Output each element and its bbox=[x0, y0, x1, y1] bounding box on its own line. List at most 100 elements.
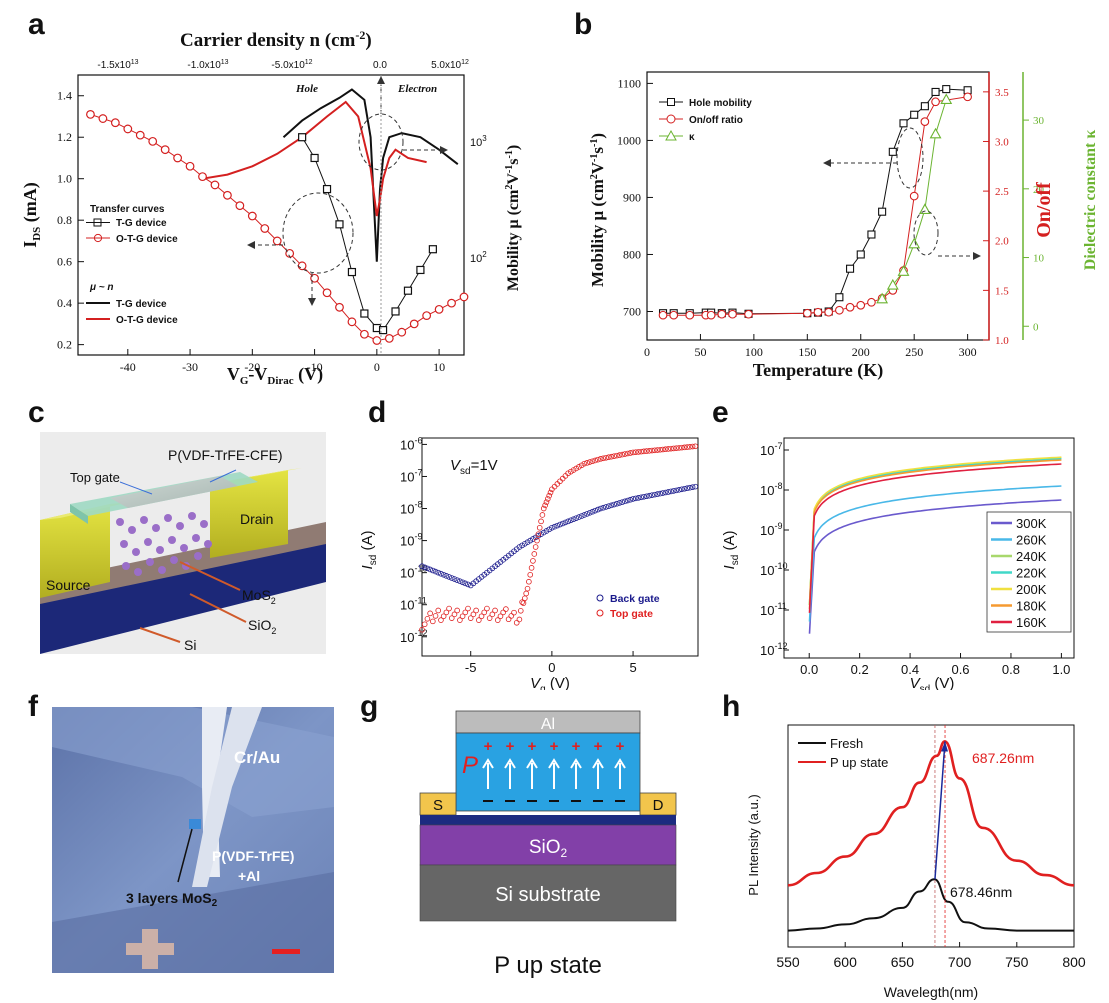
g-dipole-arrowhead bbox=[504, 758, 516, 769]
svg-text:5.0x1012: 5.0x1012 bbox=[431, 59, 469, 71]
panel-label-d: d bbox=[368, 396, 387, 429]
d-data-point bbox=[516, 544, 523, 550]
d-data-point bbox=[473, 607, 479, 614]
b-data-point bbox=[899, 119, 908, 128]
d-data-point bbox=[608, 502, 615, 509]
b-x-tick-label: 50 bbox=[694, 345, 706, 359]
d-data-point bbox=[532, 544, 539, 550]
d-data-point bbox=[511, 609, 517, 616]
g-dipole-arrowhead bbox=[570, 758, 582, 769]
svg-text:Fresh: Fresh bbox=[830, 736, 863, 751]
g-label-sio2: SiO2 bbox=[529, 837, 568, 860]
d-data-point bbox=[600, 455, 607, 462]
d-data-point bbox=[646, 492, 653, 499]
e-y-tick-label: 10-10 bbox=[760, 561, 787, 578]
d-y-tick-label: 10-7 bbox=[400, 467, 422, 484]
f-label-pvdf: P(VDF-TrFE) bbox=[212, 848, 294, 864]
b-y-tick-label: 700 bbox=[623, 304, 641, 318]
b-data-point bbox=[910, 110, 919, 119]
a-y-tick-label: 0.4 bbox=[57, 296, 72, 310]
d-data-point bbox=[505, 616, 512, 623]
d-data-point bbox=[668, 488, 674, 495]
d-data-point bbox=[689, 443, 696, 450]
d-annotation: Vsd=1V bbox=[450, 457, 498, 477]
g-label-si: Si substrate bbox=[495, 884, 601, 906]
h-shift-arrowhead bbox=[941, 741, 949, 752]
d-data-point bbox=[684, 485, 690, 492]
d-data-point bbox=[523, 590, 529, 597]
a-ylabel-left: IDS (mA) bbox=[20, 182, 43, 248]
a-top-ticks: -1.5x1013 -1.0x1013 -5.0x1012 0.0 5.0x10… bbox=[97, 59, 469, 71]
d-data-point bbox=[678, 486, 685, 493]
d-data-point bbox=[527, 537, 534, 544]
a-data-point bbox=[397, 327, 407, 337]
panel-e-chart: 0.0 0.2 0.4 0.6 0.8 1.0 10-12 10-11 10-10 10-9 10-… bbox=[721, 437, 1075, 690]
b-data-point bbox=[856, 300, 866, 310]
a-data-point bbox=[360, 309, 369, 318]
d-data-point bbox=[565, 470, 571, 477]
e-ylabel: Isd (A) bbox=[721, 531, 741, 570]
e-series-line bbox=[808, 458, 1062, 606]
d-data-point bbox=[435, 607, 442, 614]
b-data-point bbox=[717, 309, 727, 319]
svg-text:-1.0x1013: -1.0x1013 bbox=[187, 59, 228, 71]
d-y-tick-label: 10-11 bbox=[400, 596, 427, 613]
d-data-point bbox=[668, 445, 674, 452]
g-caption: P up state bbox=[494, 952, 602, 979]
a-data-point bbox=[322, 184, 332, 194]
e-y-tick-label: 10-9 bbox=[760, 521, 782, 538]
g-label-d: D bbox=[653, 797, 664, 814]
d-data-point bbox=[632, 449, 639, 455]
c-label-drain: Drain bbox=[240, 511, 273, 527]
d-data-point bbox=[662, 489, 669, 496]
d-data-point bbox=[643, 448, 650, 454]
b-data-point bbox=[929, 127, 942, 139]
b-x-tick-label: 200 bbox=[852, 345, 870, 359]
d-data-point bbox=[546, 492, 552, 499]
d-data-point bbox=[603, 504, 609, 510]
panel-g-diagram: Al S D SiO2 Si substrate + + + + + + + P P up … bbox=[419, 710, 677, 979]
b-data-point bbox=[835, 305, 844, 315]
d-data-point bbox=[622, 498, 628, 505]
a-legend-transfer: Transfer curves T-G device O-T-G device … bbox=[86, 204, 178, 326]
d-data-point bbox=[524, 539, 531, 545]
d-ylabel: Isd (A) bbox=[359, 531, 379, 570]
d-data-point bbox=[448, 615, 455, 621]
h-x-tick-label: 800 bbox=[1062, 954, 1086, 970]
d-data-point bbox=[451, 611, 458, 618]
d-data-point bbox=[421, 621, 428, 628]
d-x-tick-label: 0 bbox=[548, 660, 555, 675]
b-data-point bbox=[963, 92, 972, 102]
d-data-point bbox=[576, 464, 582, 470]
g-plus-charge: + bbox=[484, 738, 493, 755]
panel-b-chart: 0 50 100 150 200 250 300700800900100011001.01.… bbox=[588, 71, 1099, 381]
b-data-point bbox=[835, 293, 844, 302]
b-y3-tick-label: 0 bbox=[1033, 321, 1039, 333]
b-data-point bbox=[846, 264, 855, 273]
a-y-tick-label: 0.8 bbox=[57, 213, 72, 227]
a-x-tick-label: -20 bbox=[244, 360, 260, 374]
d-data-point bbox=[692, 483, 699, 490]
h-x-tick-label: 750 bbox=[1005, 954, 1029, 970]
d-data-point bbox=[543, 528, 550, 534]
a-right-ticks: 103 102 bbox=[470, 134, 487, 265]
d-data-point bbox=[440, 613, 447, 620]
e-series-line bbox=[808, 463, 1062, 613]
d-data-point bbox=[578, 513, 585, 519]
g-plus-charge: + bbox=[616, 738, 625, 755]
h-x-tick-label: 650 bbox=[891, 954, 915, 970]
d-data-point bbox=[597, 505, 604, 512]
a-data-point bbox=[335, 220, 344, 229]
svg-text:κ: κ bbox=[689, 132, 695, 143]
d-data-point bbox=[568, 468, 574, 475]
b-y3-tick-label: 20 bbox=[1033, 184, 1045, 196]
d-data-point bbox=[676, 445, 682, 451]
g-plus-charge: + bbox=[506, 738, 515, 755]
d-data-point bbox=[545, 496, 551, 502]
g-dipole-arrowhead bbox=[548, 758, 560, 769]
e-legend-label: 160K bbox=[1016, 615, 1047, 630]
svg-text:P up state: P up state bbox=[830, 755, 888, 770]
d-data-point bbox=[462, 580, 469, 587]
b-data-point bbox=[920, 117, 930, 126]
